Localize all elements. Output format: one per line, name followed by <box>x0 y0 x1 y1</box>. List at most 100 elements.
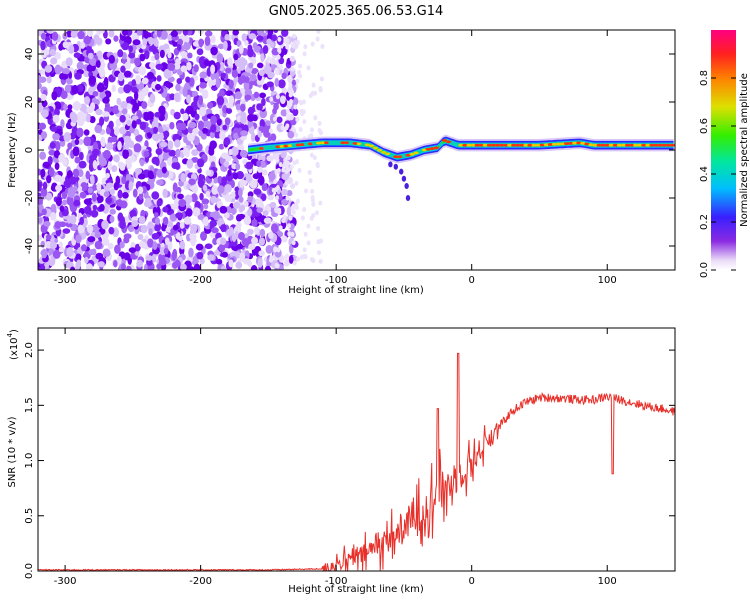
noise-cell <box>139 159 145 167</box>
noise-cell <box>231 233 237 243</box>
noise-cell <box>59 73 65 80</box>
ridge-cell <box>653 143 659 147</box>
ridge-cell <box>649 143 655 147</box>
noise-cell <box>212 210 221 221</box>
noise-cell <box>250 265 258 270</box>
noise-cell <box>162 216 169 226</box>
noise-cell <box>208 79 213 88</box>
noise-cell <box>139 121 147 131</box>
noise-cell <box>295 78 300 84</box>
ridge-cell <box>372 146 379 150</box>
ridge-cell <box>657 143 663 147</box>
ridge-cell <box>572 141 578 145</box>
noise-cell <box>123 252 131 261</box>
ridge-cell <box>531 143 537 147</box>
noise-cell <box>80 41 86 49</box>
noise-cell <box>119 114 126 123</box>
y-tick-label: 0 <box>24 147 35 153</box>
noise-cell <box>404 183 409 189</box>
noise-cell <box>96 30 101 36</box>
noise-cell <box>158 153 163 163</box>
noise-cell <box>223 137 231 146</box>
noise-cell <box>228 79 234 89</box>
noise-cell <box>240 130 248 137</box>
noise-cell <box>190 193 198 203</box>
noise-cell <box>286 155 291 161</box>
noise-cell <box>186 61 192 71</box>
ridge-cell <box>511 143 517 147</box>
noise-cell <box>256 30 265 36</box>
noise-cell <box>148 36 154 45</box>
noise-cell <box>54 174 62 183</box>
noise-cell <box>159 247 166 256</box>
noise-cell <box>151 232 160 240</box>
noise-cell <box>99 30 105 34</box>
noise-cell <box>192 127 199 136</box>
noise-cell <box>156 199 162 207</box>
noise-cell <box>96 195 104 203</box>
noise-cell <box>88 249 96 256</box>
noise-cell <box>405 195 411 201</box>
noise-cell <box>119 126 127 135</box>
noise-cell <box>289 55 296 62</box>
ridge-cell <box>413 151 419 155</box>
noise-cell <box>276 231 284 238</box>
noise-cell <box>288 82 293 88</box>
noise-cell <box>155 83 162 91</box>
noise-cell <box>186 183 192 190</box>
ridge-cell <box>360 143 366 146</box>
noise-cell <box>151 120 159 130</box>
y-tick-label: 0.5 <box>24 508 35 524</box>
noise-cell <box>51 31 59 41</box>
noise-cell <box>114 154 120 163</box>
noise-cell <box>210 46 218 56</box>
noise-cell <box>45 192 53 201</box>
noise-cell <box>255 198 263 207</box>
noise-cell <box>148 45 157 53</box>
ridge-cell <box>401 154 407 158</box>
noise-cell <box>216 118 222 126</box>
noise-cell <box>195 243 204 251</box>
noise-cell <box>186 94 192 104</box>
noise-cell <box>108 54 116 64</box>
noise-cell <box>183 216 192 225</box>
noise-cell <box>89 57 97 67</box>
noise-cell <box>294 132 299 138</box>
noise-cell <box>51 90 58 101</box>
ridge-cell <box>332 141 338 145</box>
ridge-cell <box>344 141 350 145</box>
noise-cell <box>115 199 123 206</box>
colorbar-tick-label: 0.8 <box>699 70 710 86</box>
noise-cell <box>167 34 173 41</box>
noise-cell <box>180 173 186 183</box>
noise-cell <box>204 36 211 47</box>
noise-cell <box>102 111 110 117</box>
noise-cell <box>92 223 99 234</box>
noise-cell <box>137 186 144 194</box>
noise-cell <box>232 30 240 36</box>
noise-cell <box>277 207 282 213</box>
noise-cell <box>62 32 68 40</box>
noise-cell <box>96 82 105 93</box>
noise-cell <box>63 132 72 142</box>
ridge-cell <box>490 143 496 147</box>
noise-cell <box>105 142 114 150</box>
noise-cell <box>45 234 52 241</box>
noise-cell <box>291 126 296 132</box>
noise-cell <box>259 228 266 238</box>
noise-cell <box>151 253 157 263</box>
noise-cell <box>124 61 132 70</box>
noise-cell <box>161 166 167 174</box>
noise-cell <box>162 206 169 213</box>
noise-cell <box>107 161 112 171</box>
noise-cell <box>238 187 243 198</box>
ridge-cell <box>543 143 549 147</box>
noise-cell <box>120 65 126 73</box>
noise-cell <box>199 71 208 79</box>
noise-cell <box>42 161 50 169</box>
noise-cell <box>90 177 95 185</box>
noise-cell <box>136 259 144 268</box>
noise-cell <box>197 178 205 188</box>
noise-cell <box>223 160 230 168</box>
